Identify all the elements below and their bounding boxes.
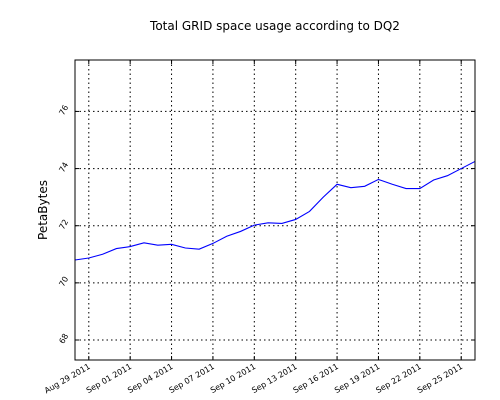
grid-lines	[75, 60, 475, 360]
y-axis-label: PetaBytes	[36, 180, 50, 240]
x-tick-label: Sep 04 2011	[126, 362, 174, 395]
y-tick-label: 74	[57, 161, 70, 174]
x-tick-label: Sep 25 2011	[416, 362, 464, 395]
x-tick-label: Sep 19 2011	[333, 362, 381, 395]
plot-frame	[74, 59, 476, 361]
x-tick-label: Sep 01 2011	[85, 362, 133, 395]
x-tick-label: Sep 16 2011	[292, 362, 340, 395]
series-line	[74, 160, 476, 261]
x-tick-label: Sep 10 2011	[209, 362, 257, 395]
series-layer	[74, 160, 476, 261]
y-tick-label: 72	[57, 218, 70, 231]
y-tick-label: 76	[57, 104, 70, 117]
x-tick-label: Sep 22 2011	[374, 362, 422, 395]
tick-marks	[75, 60, 475, 360]
chart-title: Total GRID space usage according to DQ2	[149, 19, 400, 33]
x-tick-label: Sep 13 2011	[250, 362, 298, 395]
x-tick-label: Sep 07 2011	[168, 362, 216, 395]
y-tick-label: 70	[57, 275, 70, 288]
y-tick-label: 68	[57, 332, 70, 345]
y-tick-labels: 68 70 72 74 76	[57, 104, 70, 346]
x-tick-label: Aug 29 2011	[43, 362, 92, 395]
